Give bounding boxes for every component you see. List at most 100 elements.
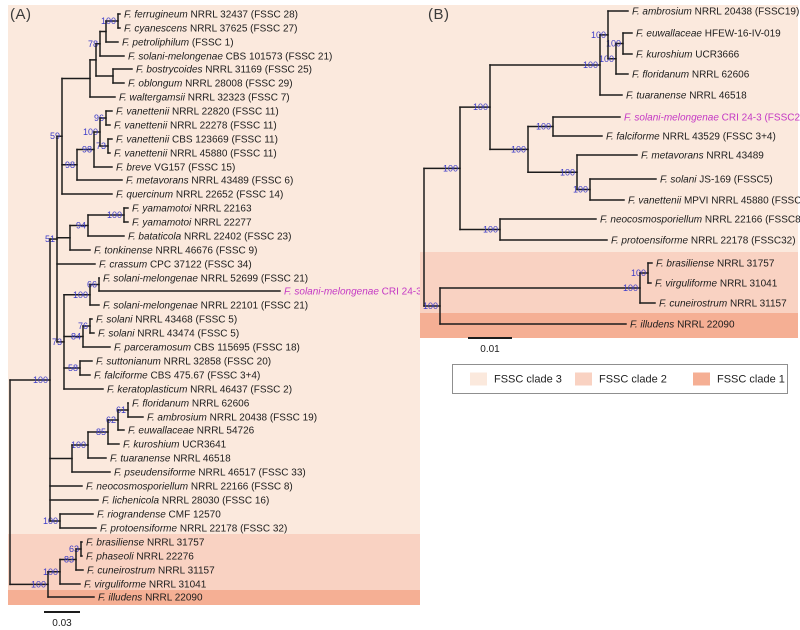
bootstrap-value: 84 xyxy=(71,332,81,342)
clade3-swatch xyxy=(470,372,487,386)
tip-label: F. cuneirostrum NRRL 31157 xyxy=(659,298,787,309)
bootstrap-value: 100 xyxy=(31,579,46,589)
tip-label: F. cuneirostrum NRRL 31157 xyxy=(87,565,215,576)
tip-label: F. cyanescens NRRL 37625 (FSSC 27) xyxy=(124,23,297,34)
bootstrap-value: 100 xyxy=(83,127,98,137)
tip-label: F. virguliforme NRRL 31041 xyxy=(655,278,778,289)
legend-item-clade1: FSSC clade 1 xyxy=(693,372,785,386)
bootstrap-value: 59 xyxy=(50,131,60,141)
tip-label: F. solani-melongenae CRI 24-3 (FSSC21) xyxy=(624,112,800,123)
bootstrap-value: 100 xyxy=(536,122,551,132)
tip-label: F. kuroshium UCR3666 xyxy=(636,49,740,60)
tip-label: F. neocosmosporiellum NRRL 22166 (FSSC8) xyxy=(600,214,800,225)
tip-label: F. riograndense CMF 12570 xyxy=(97,509,221,520)
tip-label: F. phaseoli NRRL 22276 xyxy=(86,551,194,562)
tip-label: F. quercinum NRRL 22652 (FSSC 14) xyxy=(116,189,283,200)
bootstrap-value: 96 xyxy=(94,113,104,123)
tip-label: F. bostrycoides NRRL 31169 (FSSC 25) xyxy=(136,64,312,75)
tip-label: F. solani-melongenae NRRL 22101 (FSSC 21… xyxy=(103,300,308,311)
tip-label: F. kuroshium UCR3641 xyxy=(123,439,227,450)
bootstrap-value: 58 xyxy=(68,363,78,373)
tip-label: F. falciforme NRRL 43529 (FSSC 3+4) xyxy=(606,131,776,142)
panel-b-label: (B) xyxy=(428,6,450,23)
tip-label: F. protoensiforme NRRL 22178 (FSSC32) xyxy=(611,235,796,246)
bootstrap-value: 100 xyxy=(591,30,606,40)
scale-bar-label: 0.03 xyxy=(52,618,72,629)
tip-label: F. solani-melongenae CRI 24-3 xyxy=(284,286,422,297)
tip-label: F. ferrugineum NRRL 32437 (FSSC 28) xyxy=(124,9,298,20)
tip-label: F. yamamotoi NRRL 22277 xyxy=(132,217,252,228)
band-clade2 xyxy=(420,252,798,313)
tip-label: F. solani NRRL 43474 (FSSC 5) xyxy=(98,328,239,339)
tip-label: F. solani-melongenae CBS 101573 (FSSC 21… xyxy=(128,51,332,62)
tip-label: F. vanettenii NRRL 22820 (FSSC 11) xyxy=(116,106,279,117)
band-clade3 xyxy=(420,5,798,252)
tip-label: F. solani NRRL 43468 (FSSC 5) xyxy=(96,314,237,325)
bootstrap-value: 100 xyxy=(101,16,116,26)
tip-label: F. petroliphilum (FSSC 1) xyxy=(122,37,234,48)
tip-label: F. ambrosium NRRL 20438 (FSSC19) xyxy=(632,6,799,17)
bootstrap-value: 61 xyxy=(116,405,126,415)
tip-label: F. virguliforme NRRL 31041 xyxy=(84,579,207,590)
tip-label: F. crassum CPC 37122 (FSSC 34) xyxy=(99,259,252,270)
tip-label: F. protoensiforme NRRL 22178 (FSSC 32) xyxy=(100,523,287,534)
tip-label: F. floridanum NRRL 62606 xyxy=(132,398,250,409)
tip-label: F. waltergamsii NRRL 32323 (FSSC 7) xyxy=(119,92,290,103)
tip-label: F. vanettenii NRRL 22278 (FSSC 11) xyxy=(114,120,277,131)
bootstrap-value: 98 xyxy=(65,160,75,170)
tip-label: F. oblongum NRRL 28008 (FSSC 29) xyxy=(128,78,293,89)
bootstrap-value: 98 xyxy=(82,145,92,155)
tip-label: F. brasiliense NRRL 31757 xyxy=(86,537,205,548)
bootstrap-value: 63 xyxy=(69,544,79,554)
bootstrap-value: 100 xyxy=(599,54,614,64)
legend-item-clade2: FSSC clade 2 xyxy=(575,372,667,386)
tip-label: F. illudens NRRL 22090 xyxy=(98,592,203,603)
bootstrap-value: 83 xyxy=(64,555,74,565)
clade2-swatch xyxy=(575,372,592,386)
bootstrap-value: 100 xyxy=(73,290,88,300)
panel-a: F. ferrugineum NRRL 32437 (FSSC 28) F. cy… xyxy=(8,5,422,629)
bootstrap-value: 100 xyxy=(107,210,122,220)
bootstrap-value: 100 xyxy=(473,102,488,112)
bootstrap-value: 94 xyxy=(76,221,86,231)
band-clade1 xyxy=(8,590,420,605)
legend-label-clade1: FSSC clade 1 xyxy=(717,373,785,385)
tip-label: F. euwallaceae HFEW-16-IV-019 xyxy=(636,28,781,39)
bootstrap-value: 73 xyxy=(96,141,106,151)
tip-label: F. bataticola NRRL 22402 (FSSC 23) xyxy=(128,231,291,242)
tip-label: F. brasiliense NRRL 31757 xyxy=(656,258,775,269)
bootstrap-value: 85 xyxy=(96,427,106,437)
tip-label: F. tuaranense NRRL 46518 xyxy=(626,90,747,101)
bootstrap-value: 100 xyxy=(443,163,458,173)
tip-label: F. neocosmosporiellum NRRL 22166 (FSSC 8… xyxy=(86,481,293,492)
tip-label: F. illudens NRRL 22090 xyxy=(630,319,735,330)
tip-label: F. breve VG157 (FSSC 15) xyxy=(116,162,235,173)
panel-a-label: (A) xyxy=(10,6,32,23)
bootstrap-value: 100 xyxy=(43,567,58,577)
tip-label: F. euwallaceae NRRL 54726 xyxy=(128,425,255,436)
bootstrap-value: 100 xyxy=(606,39,621,49)
band-clade1 xyxy=(420,313,798,338)
tip-label: F. yamamotoi NRRL 22163 xyxy=(132,203,252,214)
legend-label-clade3: FSSC clade 3 xyxy=(494,373,562,385)
tip-label: F. lichenicola NRRL 28030 (FSSC 16) xyxy=(102,495,269,506)
tip-label: F. vanettenii NRRL 45880 (FSSC 11) xyxy=(114,148,277,159)
tip-label: F. solani JS-169 (FSSC5) xyxy=(660,174,773,185)
bootstrap-value: 66 xyxy=(87,280,97,290)
tip-label: F. solani-melongenae NRRL 52699 (FSSC 21… xyxy=(103,273,308,284)
tip-label: F. tuaranense NRRL 46518 xyxy=(110,453,231,464)
bootstrap-value: 100 xyxy=(71,440,86,450)
tip-label: F. metavorans NRRL 43489 (FSSC 6) xyxy=(126,175,293,186)
band-clade3 xyxy=(8,5,420,534)
tip-label: F. suttonianum NRRL 32858 (FSSC 20) xyxy=(96,356,271,367)
bootstrap-value: 100 xyxy=(623,283,638,293)
bootstrap-value: 100 xyxy=(583,60,598,70)
tip-label: F. pseudensiforme NRRL 46517 (FSSC 33) xyxy=(114,467,306,478)
bootstrap-value: 62 xyxy=(106,415,116,425)
tip-label: F. floridanum NRRL 62606 xyxy=(632,69,750,80)
tip-label: F. parceramosum CBS 115695 (FSSC 18) xyxy=(114,342,300,353)
legend-item-clade3: FSSC clade 3 xyxy=(470,372,562,386)
